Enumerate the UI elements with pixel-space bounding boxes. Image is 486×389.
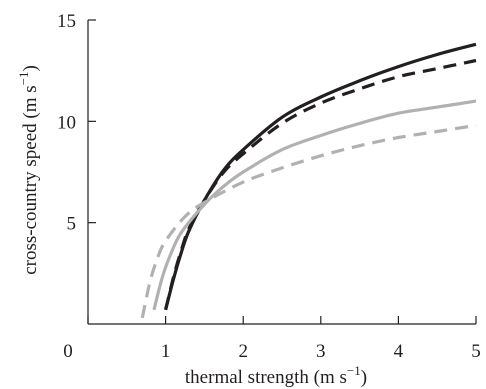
- x-tick-label: 0: [63, 341, 73, 362]
- series-line-2: [164, 58, 477, 311]
- y-ticks: 5 10 15: [57, 11, 96, 235]
- x-axis-title: thermal strength (m s−1): [185, 363, 367, 388]
- y-tick-label: 10: [57, 112, 76, 133]
- x-tick-label: 4: [394, 341, 404, 362]
- x-tick-label: 3: [316, 341, 326, 362]
- series-line-1: [164, 42, 477, 311]
- x-tick-label: 2: [238, 341, 248, 362]
- y-tick-label: 5: [67, 214, 77, 235]
- x-ticks: 0 1 2 3 4 5: [63, 316, 481, 362]
- plot-lines: [140, 42, 477, 319]
- y-tick-label: 15: [57, 11, 76, 32]
- series-line-4: [140, 123, 477, 319]
- x-tick-label: 1: [161, 341, 171, 362]
- x-tick-label: 5: [471, 341, 481, 362]
- series-line-3: [152, 99, 477, 311]
- y-axis-title: cross-country speed (m s−1): [16, 65, 41, 275]
